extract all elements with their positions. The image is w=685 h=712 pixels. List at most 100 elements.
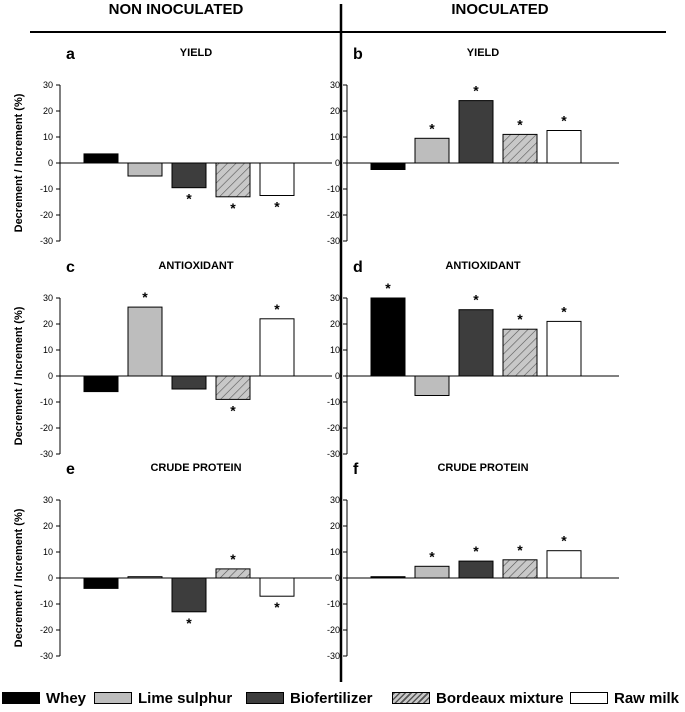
- header-inoculated: INOCULATED: [451, 1, 548, 18]
- y-tick-label-a: 30: [43, 80, 53, 90]
- y-tick-label-d: 0: [335, 371, 340, 381]
- panel-e: e CRUDE PROTEIN 30 20 10 0 -10 -20 -30 * * * Decreme…: [13, 461, 332, 661]
- panel-d: d ANTIOXIDANT 30 20 10 0 -10 -20 -30 * * * *: [327, 259, 619, 459]
- panel-b: b YIELD 30 20 10 0 -10 -20 -30 * * * *: [327, 46, 619, 246]
- y-tick-label-c: -10: [40, 397, 53, 407]
- y-tick-label-a: -10: [40, 184, 53, 194]
- panel-f: f CRUDE PROTEIN 30 20 10 0 -10 -20 -30 * * * *: [327, 461, 619, 661]
- y-tick-label-d: -10: [327, 397, 340, 407]
- bar-d-whey: [370, 297, 406, 377]
- y-tick-label-a: 0: [48, 158, 53, 168]
- significance-star-e-biofertilizer: *: [186, 615, 192, 631]
- legend-item-whey: Whey: [2, 687, 86, 709]
- panel-letter-d: d: [353, 259, 363, 276]
- bar-b-raw-milk: [546, 130, 582, 164]
- y-tick-label-d: 30: [330, 293, 340, 303]
- y-tick-label-c: 30: [43, 293, 53, 303]
- significance-star-d-whey: *: [385, 280, 391, 296]
- y-tick-label-c: 0: [48, 371, 53, 381]
- y-tick-label-e: -10: [40, 599, 53, 609]
- bar-c-bordeaux-mixture: [215, 375, 251, 400]
- figure: NON INOCULATED INOCULATED a YIELD 30 20 10 0 -…: [13, 1, 666, 682]
- bar-b-lime-sulphur: [414, 137, 450, 164]
- significance-star-e-bordeaux-mixture: *: [230, 551, 236, 567]
- y-tick-label-f: -30: [327, 651, 340, 661]
- y-tick-label-f: -20: [327, 625, 340, 635]
- bar-f-biofertilizer: [458, 560, 494, 579]
- bar-f-lime-sulphur: [414, 565, 450, 579]
- y-tick-label-f: 0: [335, 573, 340, 583]
- bar-f-bordeaux-mixture: [502, 559, 538, 579]
- significance-star-a-biofertilizer: *: [186, 191, 192, 207]
- y-tick-label-b: 20: [330, 106, 340, 116]
- bar-d-bordeaux-mixture: [502, 328, 538, 377]
- bar-a-whey: [83, 153, 119, 164]
- y-tick-label-b: -30: [327, 236, 340, 246]
- bar-a-bordeaux-mixture: [215, 162, 251, 198]
- legend-swatch-lime-sulphur: [94, 692, 132, 704]
- y-tick-label-a: 10: [43, 132, 53, 142]
- panel-letter-c: c: [66, 259, 75, 276]
- bar-f-whey: [370, 576, 406, 579]
- significance-star-b-lime-sulphur: *: [429, 120, 435, 136]
- bar-e-biofertilizer: [171, 577, 207, 613]
- y-tick-label-b: -20: [327, 210, 340, 220]
- header-non-inoculated: NON INOCULATED: [109, 1, 244, 18]
- bar-e-lime-sulphur: [127, 576, 163, 579]
- bar-f-raw-milk: [546, 550, 582, 579]
- bar-d-raw-milk: [546, 320, 582, 377]
- legend-label-bordeaux-mixture: Bordeaux mixture: [436, 689, 564, 707]
- bar-e-raw-milk: [259, 577, 295, 597]
- panel-letter-e: e: [66, 461, 75, 478]
- bar-e-whey: [83, 577, 119, 589]
- bar-c-raw-milk: [259, 318, 295, 377]
- y-tick-label-e: 10: [43, 547, 53, 557]
- significance-star-d-biofertilizer: *: [473, 292, 479, 308]
- panel-c: c ANTIOXIDANT 30 20 10 0 -10 -20 -30 * * * Decrement…: [13, 259, 332, 459]
- panel-a: a YIELD 30 20 10 0 -10 -20 -30 * * * Decrement / Inc…: [13, 46, 332, 246]
- legend-swatch-bordeaux-mixture: [392, 692, 430, 704]
- legend-label-lime-sulphur: Lime sulphur: [138, 689, 233, 707]
- significance-star-b-bordeaux-mixture: *: [517, 116, 523, 132]
- bar-c-biofertilizer: [171, 375, 207, 390]
- significance-star-d-raw-milk: *: [561, 303, 567, 319]
- y-tick-label-f: 10: [330, 547, 340, 557]
- y-tick-label-b: 10: [330, 132, 340, 142]
- legend: Whey Lime sulphur Biofertilizer Bordeaux…: [0, 687, 685, 712]
- y-tick-label-e: 0: [48, 573, 53, 583]
- y-tick-label-d: 20: [330, 319, 340, 329]
- panel-letter-a: a: [66, 46, 75, 63]
- y-tick-label-c: 10: [43, 345, 53, 355]
- legend-label-biofertilizer: Biofertilizer: [290, 689, 373, 707]
- significance-star-c-lime-sulphur: *: [142, 289, 148, 305]
- legend-item-bordeaux-mixture: Bordeaux mixture: [392, 687, 564, 709]
- y-tick-label-e: 30: [43, 495, 53, 505]
- y-tick-label-c: 20: [43, 319, 53, 329]
- y-tick-label-a: -30: [40, 236, 53, 246]
- significance-star-c-raw-milk: *: [274, 301, 280, 317]
- y-tick-label-b: 0: [335, 158, 340, 168]
- legend-item-lime-sulphur: Lime sulphur: [94, 687, 232, 709]
- y-tick-label-c: -20: [40, 423, 53, 433]
- legend-label-raw-milk: Raw milk: [614, 689, 680, 707]
- significance-star-d-bordeaux-mixture: *: [517, 311, 523, 327]
- legend-swatch-biofertilizer: [246, 692, 284, 704]
- bar-c-whey: [83, 375, 119, 393]
- significance-star-f-biofertilizer: *: [473, 543, 479, 559]
- bar-a-raw-milk: [259, 162, 295, 196]
- legend-swatch-raw-milk: [570, 692, 608, 704]
- legend-swatch-whey: [2, 692, 40, 704]
- significance-star-b-raw-milk: *: [561, 113, 567, 129]
- significance-star-c-bordeaux-mixture: *: [230, 402, 236, 418]
- panel-letter-f: f: [353, 461, 359, 478]
- bar-e-bordeaux-mixture: [215, 568, 251, 579]
- panel-title-c: ANTIOXIDANT: [158, 260, 233, 272]
- bar-d-biofertilizer: [458, 309, 494, 377]
- y-tick-label-d: 10: [330, 345, 340, 355]
- bar-c-lime-sulphur: [127, 306, 163, 377]
- panel-title-e: CRUDE PROTEIN: [150, 462, 241, 474]
- y-axis-label-a: Decrement / Increment (%): [13, 93, 25, 232]
- y-tick-label-e: 20: [43, 521, 53, 531]
- panels: a YIELD 30 20 10 0 -10 -20 -30 * * * Decrement / Inc…: [13, 46, 619, 661]
- y-axis-label-e: Decrement / Increment (%): [13, 508, 25, 647]
